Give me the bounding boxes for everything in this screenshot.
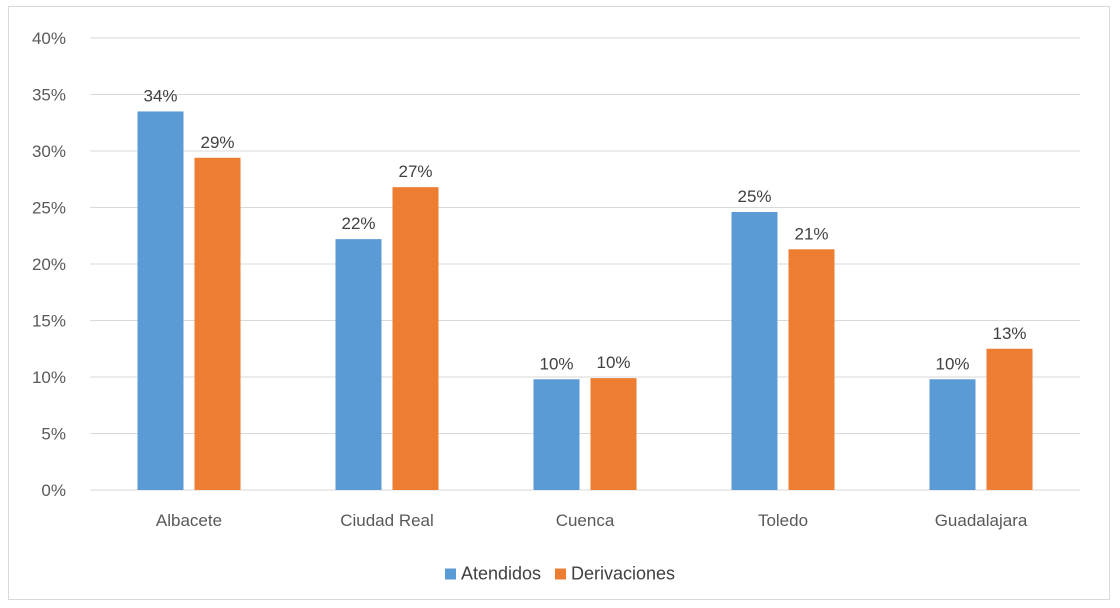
bar-atendidos [137, 111, 184, 490]
legend-label-atendidos: Atendidos [460, 563, 541, 584]
y-tick-label: 20% [32, 255, 66, 274]
legend-item-derivaciones: Derivaciones [555, 564, 675, 585]
bar-derivaciones [986, 348, 1033, 490]
y-tick-label: 30% [32, 142, 66, 161]
y-tick-label: 0% [41, 481, 66, 500]
x-tick-label: Cuenca [556, 511, 615, 530]
legend-swatch-derivaciones [555, 568, 566, 580]
data-label: 21% [794, 224, 828, 243]
bar-derivaciones [590, 378, 637, 490]
bar-atendidos [929, 379, 976, 490]
y-tick-label: 5% [41, 425, 66, 444]
data-label: 25% [737, 187, 771, 206]
x-tick-label: Guadalajara [935, 511, 1028, 530]
bar-atendidos [335, 239, 382, 490]
y-tick-label: 25% [32, 199, 66, 218]
data-label: 34% [143, 86, 177, 105]
x-tick-label: Albacete [156, 511, 222, 530]
legend-label-derivaciones: Derivaciones [571, 563, 676, 584]
data-label: 10% [539, 354, 573, 373]
data-label: 29% [200, 133, 234, 152]
y-tick-label: 10% [32, 368, 66, 387]
bar-derivaciones [392, 187, 439, 490]
x-tick-label: Toledo [758, 511, 808, 530]
data-label: 10% [596, 353, 630, 372]
bar-atendidos [731, 212, 778, 490]
data-label: 22% [341, 214, 375, 233]
bar-atendidos [533, 379, 580, 490]
y-tick-label: 35% [32, 86, 66, 105]
y-tick-label: 15% [32, 312, 66, 331]
chart-frame [8, 6, 1110, 600]
bar-derivaciones [788, 249, 835, 490]
y-tick-label: 40% [32, 29, 66, 48]
x-tick-label: Ciudad Real [340, 511, 434, 530]
legend-swatch-atendidos [444, 568, 456, 580]
data-label: 13% [992, 324, 1026, 343]
legend: Atendidos Derivaciones [0, 564, 1120, 585]
data-label: 27% [398, 162, 432, 181]
data-label: 10% [935, 354, 969, 373]
legend-item-atendidos: Atendidos [444, 563, 541, 585]
bar-derivaciones [194, 157, 241, 490]
